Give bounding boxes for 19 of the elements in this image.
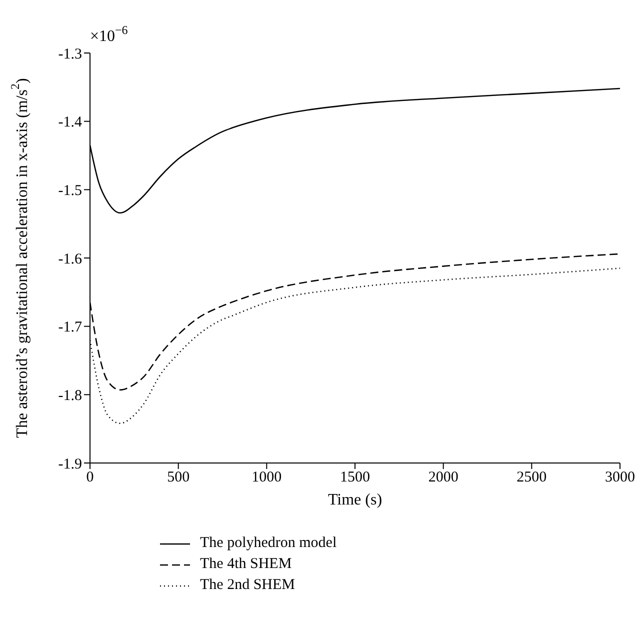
y-tick-label: -1.7 xyxy=(58,320,82,336)
y-tick-label: -1.6 xyxy=(58,251,82,268)
x-tick-label: 500 xyxy=(167,470,190,486)
y-tick-label: -1.8 xyxy=(58,388,82,404)
x-tick-label: 2500 xyxy=(516,470,547,486)
x-tick-label: 0 xyxy=(86,470,94,486)
legend-label: The 4th SHEM xyxy=(200,555,292,574)
x-tick-label: 2000 xyxy=(428,470,458,486)
legend-label: The polyhedron model xyxy=(200,534,337,553)
x-tick-label: 1500 xyxy=(340,470,370,486)
y-tick-label: -1.3 xyxy=(58,46,82,62)
y-tick-label: -1.9 xyxy=(58,456,82,472)
x-tick-label: 1000 xyxy=(252,470,282,486)
y-tick-label: -1.4 xyxy=(58,114,82,131)
text: ×10$^{−6}$ xyxy=(90,23,128,45)
x-tick-label: 3000 xyxy=(605,470,635,486)
legend-label: The 2nd SHEM xyxy=(200,576,295,595)
y-tick-label: -1.5 xyxy=(58,182,82,199)
x-axis-title: Time (s) xyxy=(328,491,382,508)
